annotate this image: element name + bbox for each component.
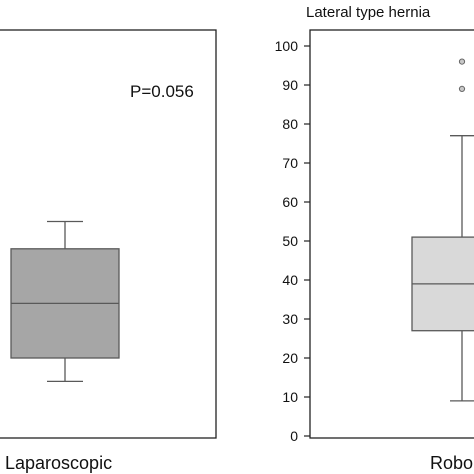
right-outlier-point <box>458 58 466 65</box>
right-chart-title: Lateral type hernia <box>306 4 431 21</box>
p-value-annotation: P=0.056 <box>130 82 194 101</box>
right-panel: Lateral type hernia 0 10 20 30 40 50 60 70 80 90 1… <box>275 4 474 473</box>
y-tick-label: 40 <box>282 272 298 288</box>
y-tick-label: 100 <box>275 38 299 54</box>
y-tick-label: 20 <box>282 350 298 366</box>
y-tick-label: 90 <box>282 77 298 93</box>
right-y-axis-ticks: 0 10 20 30 40 50 60 70 80 90 100 <box>275 38 310 444</box>
right-plot-frame <box>309 29 474 439</box>
y-tick-label: 30 <box>282 311 298 327</box>
y-tick-label: 70 <box>282 155 298 171</box>
left-box-marks <box>10 220 120 383</box>
y-tick-label: 50 <box>282 233 298 249</box>
y-tick-label: 0 <box>290 428 298 444</box>
y-tick-label: 60 <box>282 194 298 210</box>
y-tick-label: 80 <box>282 116 298 132</box>
y-tick-label: 10 <box>282 389 298 405</box>
right-outlier-point <box>458 85 466 93</box>
right-category-label: Robo <box>430 453 473 473</box>
left-plot-frame <box>0 29 217 439</box>
left-panel: P=0.056 Laparoscopic <box>0 29 217 473</box>
right-box-marks <box>411 58 474 402</box>
left-category-label: Laparoscopic <box>5 453 112 473</box>
